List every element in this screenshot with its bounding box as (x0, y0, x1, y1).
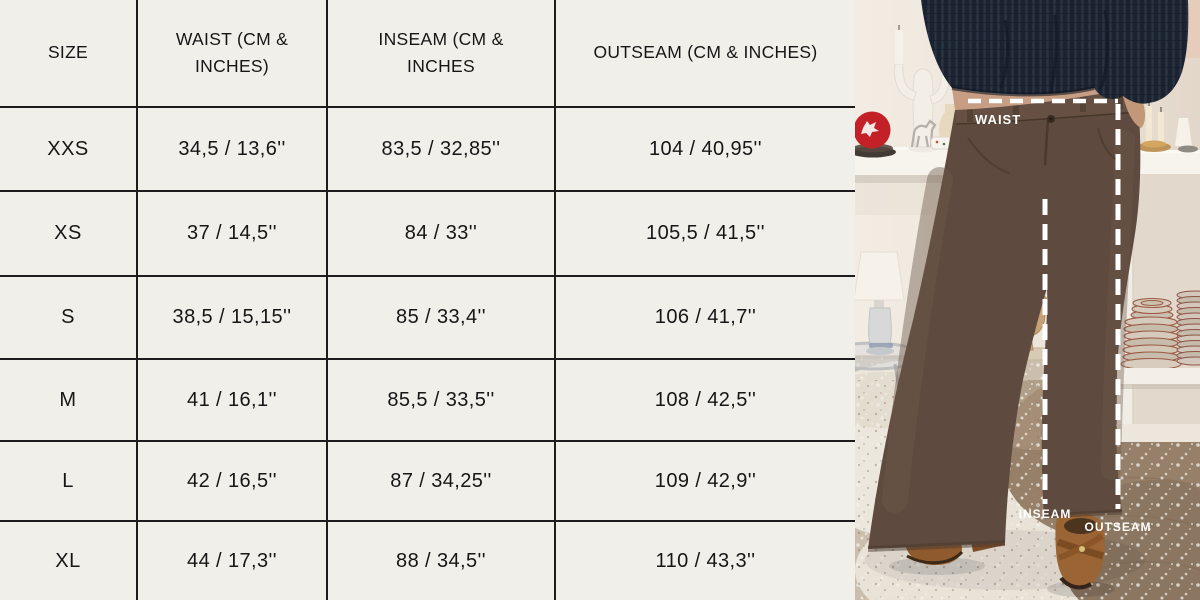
size-label: XXS (0, 108, 138, 192)
column-header-size: SIZE (0, 0, 138, 108)
inseam-label: INSEAM (1019, 507, 1072, 521)
outseam-value: 108 / 42,5'' (556, 360, 855, 442)
glass-horse-figurine (910, 119, 937, 148)
waist-value: 38,5 / 15,15'' (138, 277, 328, 360)
outseam-value: 106 / 41,7'' (556, 277, 855, 360)
left-shelf (855, 147, 963, 215)
measurement-lines (968, 98, 1121, 509)
waist-value: 37 / 14,5'' (138, 192, 328, 277)
inseam-value: 85,5 / 33,5'' (328, 360, 556, 442)
fit-photo: WAIST INSEAM OUTSEAM (855, 0, 1200, 600)
outseam-value: 109 / 42,9'' (556, 442, 855, 522)
size-label: L (0, 442, 138, 522)
measurement-labels: WAIST INSEAM OUTSEAM (975, 112, 1152, 534)
inseam-value: 87 / 34,25'' (328, 442, 556, 522)
column-header-inseam: INSEAM (CM & INCHES (328, 0, 556, 108)
waist-value: 44 / 17,3'' (138, 522, 328, 600)
waist-value: 42 / 16,5'' (138, 442, 328, 522)
red-ornament (855, 111, 896, 158)
inseam-value: 83,5 / 32,85'' (328, 108, 556, 192)
waist-label: WAIST (975, 112, 1021, 127)
waist-value: 41 / 16,1'' (138, 360, 328, 442)
size-label: S (0, 277, 138, 360)
plate-stack-left (1120, 297, 1182, 371)
candelabra (894, 25, 949, 153)
waist-value: 34,5 / 13,6'' (138, 108, 328, 192)
column-header-outseam: OUTSEAM (CM & INCHES) (556, 0, 855, 108)
outseam-value: 105,5 / 41,5'' (556, 192, 855, 277)
column-header-waist: WAIST (CM & INCHES) (138, 0, 328, 108)
size-chart-table: SIZE WAIST (CM & INCHES) INSEAM (CM & IN… (0, 0, 855, 600)
plate-stack-right (1176, 290, 1200, 366)
fit-photo-illustration: WAIST INSEAM OUTSEAM (855, 0, 1200, 600)
sweater (921, 0, 1189, 104)
outseam-value: 104 / 40,95'' (556, 108, 855, 192)
inseam-value: 88 / 34,5'' (328, 522, 556, 600)
outseam-value: 110 / 43,3'' (655, 549, 756, 572)
right-shoe (1055, 512, 1105, 590)
table-lamp (855, 251, 923, 391)
inseam-value: 85 / 33,4'' (328, 277, 556, 360)
size-label: XS (0, 192, 138, 277)
floral-cup (930, 136, 952, 150)
candles (1137, 101, 1198, 153)
outseam-label: OUTSEAM (1085, 520, 1152, 534)
inseam-value: 84 / 33'' (328, 192, 556, 277)
hand (1123, 95, 1146, 128)
size-label: XL (0, 522, 138, 600)
size-label: M (0, 360, 138, 442)
